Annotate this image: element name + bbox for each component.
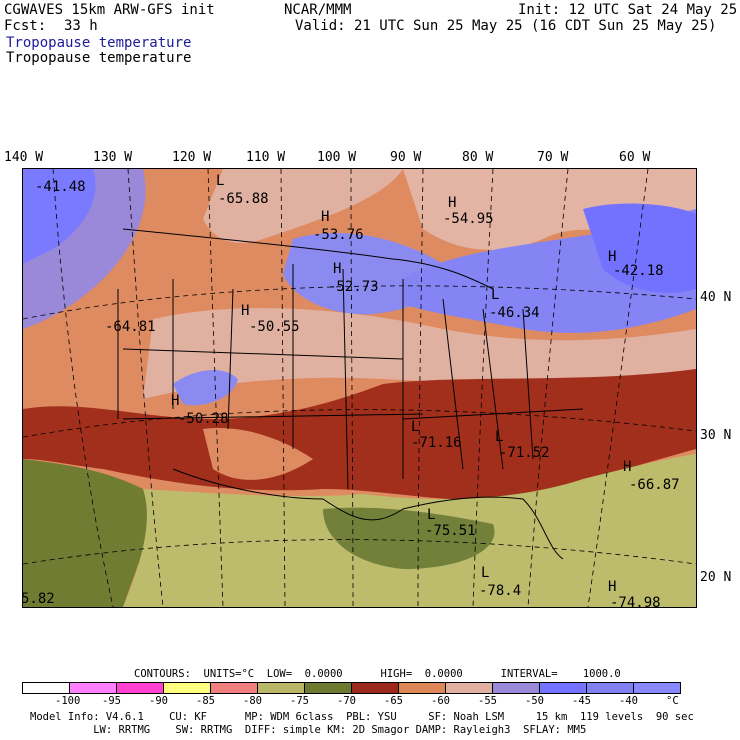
lon-label: 110 W [246, 150, 286, 165]
lon-label: 120 W [172, 150, 212, 165]
lon-label: 60 W [619, 150, 651, 165]
color-swatch [257, 682, 305, 694]
color-bar-label: -50 [525, 695, 544, 707]
color-swatch [398, 682, 446, 694]
map-label-value: -66.87 [629, 477, 680, 493]
map-label-value: 5.82 [23, 591, 55, 607]
boundaries [117, 228, 584, 560]
map-label-value: -46.34 [489, 305, 540, 321]
field-region-central-pink [143, 308, 696, 399]
color-bar-label: -65 [384, 695, 403, 707]
forecast-label: Fcst: [4, 18, 47, 34]
lat-label: 20 N [700, 570, 732, 585]
map-label-symbol: L [427, 507, 435, 523]
color-swatch [116, 682, 164, 694]
map-panel: -41.48 L -65.88 H -53.76 H -54.95 H -42.… [22, 168, 697, 608]
graticule [23, 169, 696, 607]
lat-label: 30 N [700, 428, 732, 443]
map-label-symbol: H [448, 195, 456, 211]
map-label-symbol: L [491, 287, 499, 303]
map-label-symbol: H [623, 459, 631, 475]
color-swatch [492, 682, 540, 694]
map-label-symbol: H [171, 393, 179, 409]
color-bar-label: -45 [572, 695, 591, 707]
center-label: NCAR/MMM [284, 2, 352, 18]
map-label-value: -75.51 [425, 523, 476, 539]
color-swatch [210, 682, 258, 694]
lon-label: 90 W [390, 150, 422, 165]
map-label-value: -71.16 [411, 435, 462, 451]
map-label-value: -42.18 [613, 263, 664, 279]
map-label-symbol: L [495, 429, 503, 445]
map-label-value: -64.81 [105, 319, 156, 335]
lon-label: 140 W [4, 150, 44, 165]
contours-info: CONTOURS: UNITS=°C LOW= 0.0000 HIGH= 0.0… [134, 668, 621, 680]
color-bar-label: -90 [149, 695, 168, 707]
model-info-line1: Model Info: V4.6.1 CU: KF MP: WDM 6class… [30, 711, 694, 723]
field-region-gulf-olive [323, 507, 495, 569]
field-region-west-orange [23, 319, 153, 409]
map-label-symbol: H [241, 303, 249, 319]
lat-label: 40 N [700, 290, 732, 305]
map-label-value: -41.48 [35, 179, 86, 195]
map-label-symbol: L [411, 419, 419, 435]
map-label-value: -50.28 [178, 411, 229, 427]
field-region-sw-blue [173, 369, 238, 406]
lon-label: 80 W [462, 150, 494, 165]
model-info-line2: LW: RRTMG SW: RRTMG DIFF: simple KM: 2D … [30, 724, 587, 736]
map-label-value: -54.95 [443, 211, 494, 227]
color-swatch [351, 682, 399, 694]
color-swatch [163, 682, 211, 694]
color-swatch [539, 682, 587, 694]
field-name-primary: Tropopause temperature [6, 35, 192, 51]
lon-label: 100 W [317, 150, 357, 165]
color-bar-label: -70 [337, 695, 356, 707]
lon-label: 70 W [537, 150, 569, 165]
map-label-symbol: H [321, 209, 329, 225]
color-swatch [445, 682, 493, 694]
color-bar-label: -60 [431, 695, 450, 707]
field-region-southwest-orange [203, 428, 313, 480]
map-label-value: -52.73 [328, 279, 379, 295]
color-bar-label: -80 [243, 695, 262, 707]
color-bar-label: -100 [55, 695, 81, 707]
map-label-value: -78.4 [479, 583, 521, 599]
map-label-value: -74.98 [610, 595, 661, 607]
color-swatch [22, 682, 70, 694]
init-time: Init: 12 UTC Sat 24 May 25 [518, 2, 738, 18]
field-region-south-red [23, 369, 696, 501]
color-swatch [69, 682, 117, 694]
map-label-value: -65.88 [218, 191, 269, 207]
color-bar-label: -40 [619, 695, 638, 707]
map-label-value: -50.55 [249, 319, 300, 335]
model-title: CGWAVES 15km ARW-GFS init [4, 2, 215, 18]
field-region-pacific-olive [23, 459, 152, 607]
color-bar-label: -95 [102, 695, 121, 707]
lon-label: 130 W [93, 150, 133, 165]
color-swatch [633, 682, 681, 694]
map-label-value: -53.76 [313, 227, 364, 243]
field-region-ne-core [583, 203, 696, 293]
map-label-symbol: H [608, 249, 616, 265]
map-label-symbol: L [216, 173, 224, 189]
forecast-hour: 33 h [64, 18, 98, 34]
color-swatch [304, 682, 352, 694]
field-region-nw-core [23, 169, 96, 264]
valid-time: Valid: 21 UTC Sun 25 May 25 (16 CDT Sun … [295, 18, 717, 34]
color-swatch [586, 682, 634, 694]
field-region-north-pink [203, 169, 403, 243]
map-label-value: -71.52 [499, 445, 550, 461]
color-bar [22, 682, 681, 694]
field-name-secondary: Tropopause temperature [6, 50, 192, 66]
color-bar-label: -55 [478, 695, 497, 707]
color-bar-label: -75 [290, 695, 309, 707]
map-label-symbol: H [608, 579, 616, 595]
temperature-map: -41.48 L -65.88 H -53.76 H -54.95 H -42.… [23, 169, 696, 607]
color-bar-label: °C [666, 695, 679, 707]
map-label-symbol: H [333, 261, 341, 277]
color-bar-label: -85 [196, 695, 215, 707]
map-label-symbol: L [481, 565, 489, 581]
